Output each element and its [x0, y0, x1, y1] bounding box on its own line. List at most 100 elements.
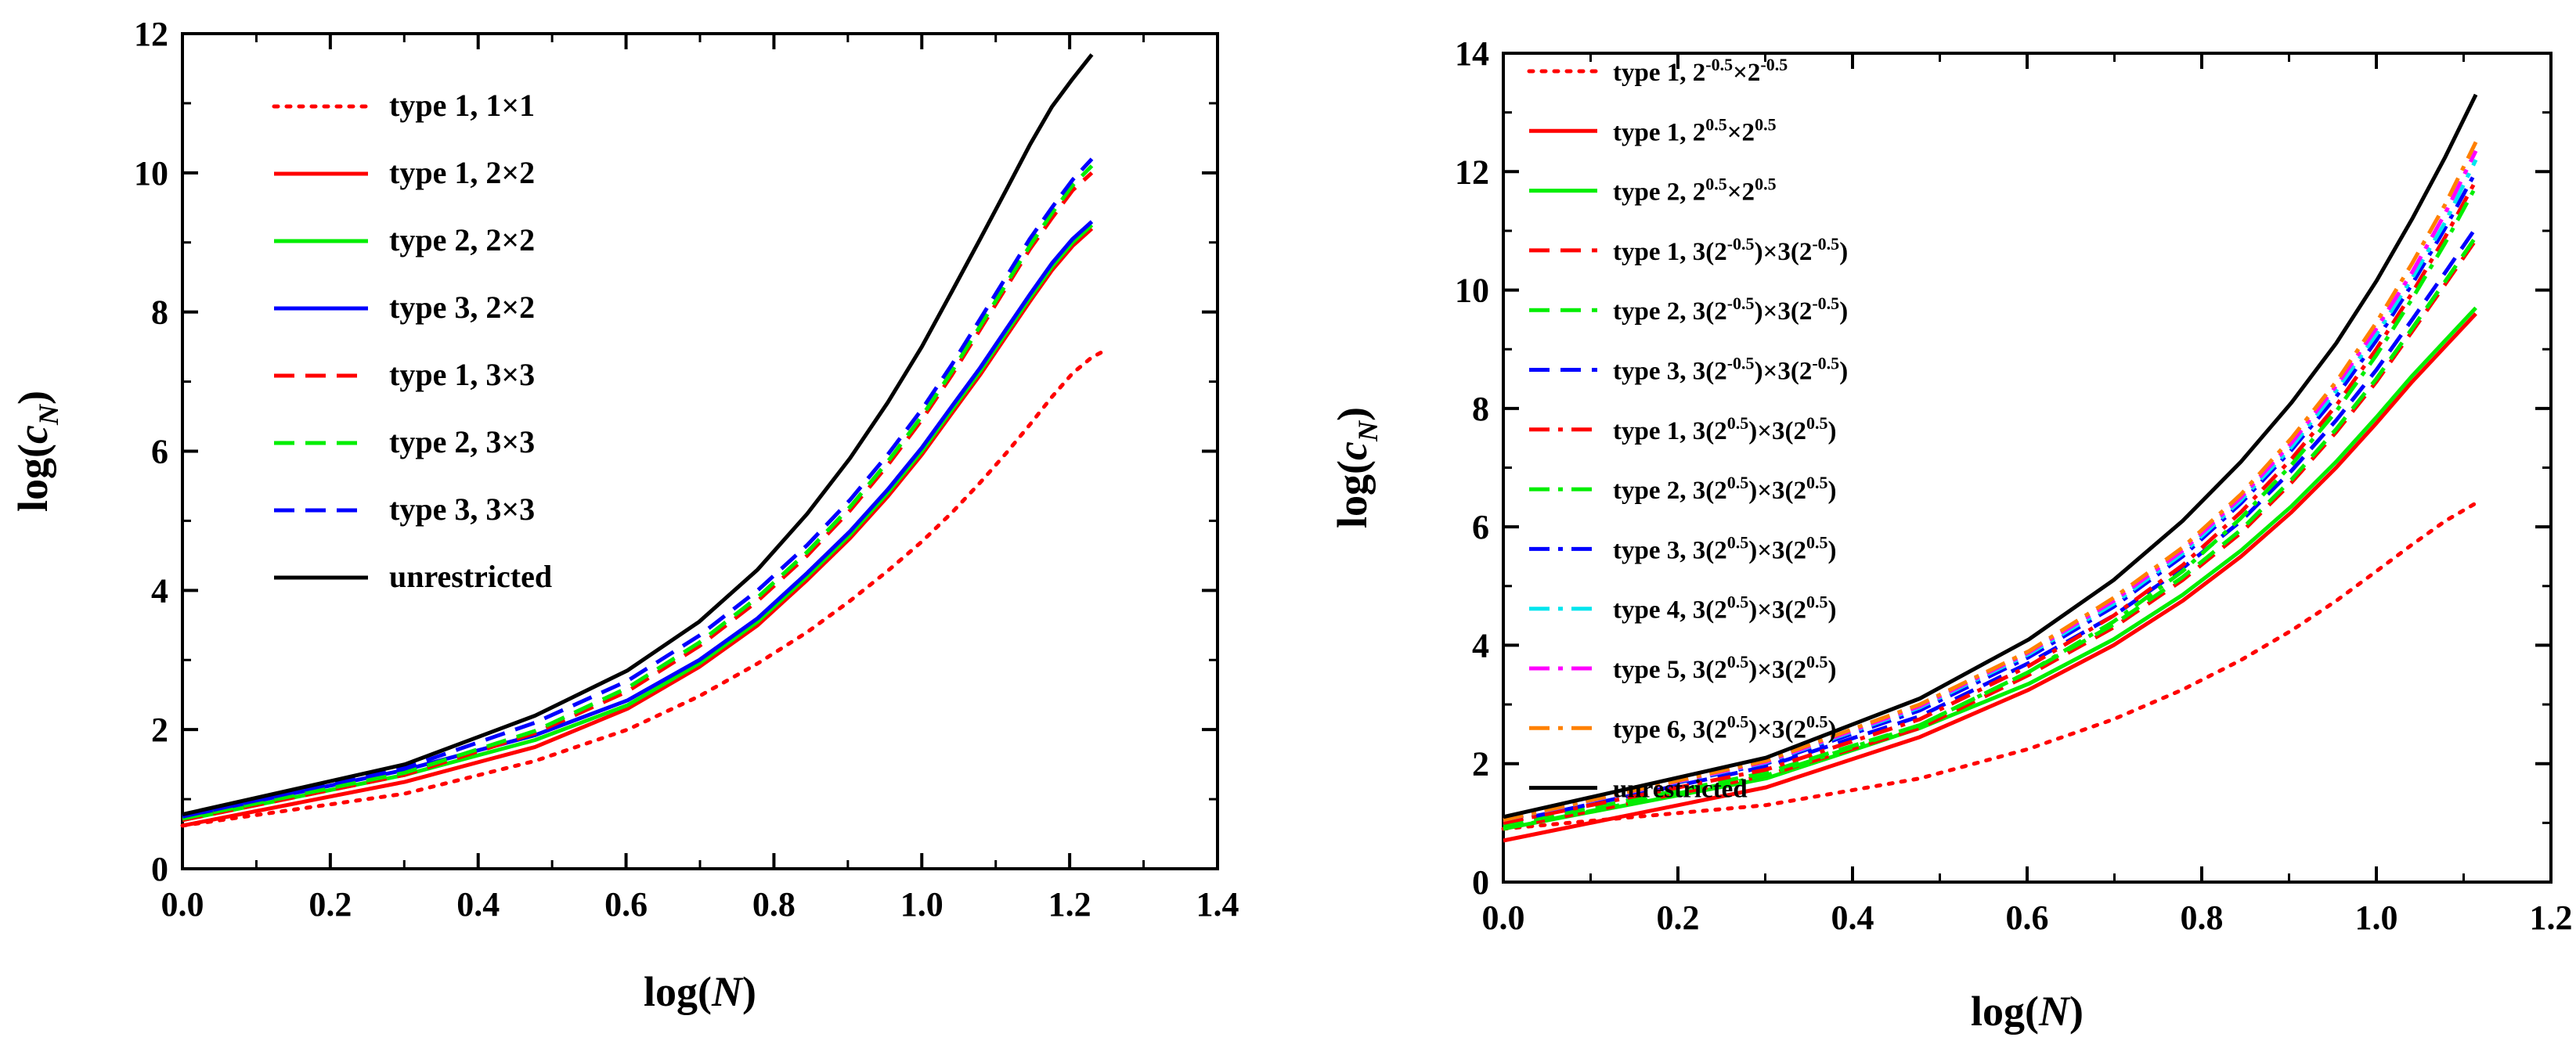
legend-label-text: ): [1839, 238, 1848, 266]
y-tick-label: 6: [151, 433, 168, 471]
legend-label-text: type 2, 3(2: [1613, 297, 1727, 326]
legend-label-superscript: 0.5: [1806, 532, 1828, 552]
legend-label-type-5-3-20-5-3-20-5: type 5, 3(20.5)×3(20.5): [1613, 652, 1837, 684]
x-tick-label: 0.6: [2006, 899, 2049, 937]
y-axis-title-part: ): [1329, 407, 1376, 421]
x-axis-title-part: ): [742, 968, 756, 1015]
legend-label-text: )×3(2: [1755, 297, 1813, 326]
series-line-type-1-2-2: [182, 227, 1094, 828]
legend-label-text: type 2, 3(2: [1613, 477, 1727, 505]
x-axis-title-var: N: [711, 968, 744, 1015]
y-tick-label: 6: [1472, 508, 1489, 546]
legend-label-superscript: 0.5: [1727, 592, 1749, 612]
x-tick-label: 1.2: [2530, 899, 2573, 937]
x-tick-label: 1.0: [2355, 899, 2398, 937]
x-tick-label: 0.8: [752, 885, 796, 924]
y-axis-title-part: log(: [1329, 460, 1376, 528]
legend-label-text: type 1, 2: [1613, 118, 1705, 146]
y-axis-title-part: log(: [9, 444, 56, 512]
legend-label-type-2-3-3: type 2, 3×3: [389, 424, 535, 459]
legend-label-superscript: 0.5: [1727, 473, 1749, 492]
x-tick-label: 0.4: [456, 885, 500, 924]
legend-label-text: type 1, 3(2: [1613, 417, 1727, 445]
series-line-type-1-1-1: [180, 350, 1104, 828]
y-axis-title-subscript: N: [1352, 420, 1384, 442]
y-axis-title-var: c: [9, 425, 56, 444]
left-chart-panel: 0.0 0.2 0.4 0.6 0.8 1.0 1.2 1.4024681012log(N)l…: [9, 15, 1239, 1015]
legend-label-type-1-3-3: type 1, 3×3: [389, 357, 535, 392]
legend-label-unrestricted: unrestricted: [389, 559, 552, 594]
y-tick-label: 10: [1455, 272, 1489, 310]
x-tick-label: 0.6: [604, 885, 648, 924]
legend-label-text: type 1, 2: [1613, 59, 1705, 87]
legend-label-superscript: -0.5: [1812, 354, 1839, 373]
y-tick-label: 2: [151, 711, 168, 749]
legend-label-text: ): [1839, 297, 1848, 326]
legend-label-type-6-3-20-5-3-20-5: type 6, 3(20.5)×3(20.5): [1613, 711, 1837, 744]
series-line-type-1-3-20-5-3-20-5: [1503, 179, 2478, 825]
legend-label-superscript: -0.5: [1727, 294, 1755, 313]
right-chart-panel: 0.0 0.2 0.4 0.6 0.8 1.0 1.202468101214log(N)lo…: [1329, 34, 2573, 1035]
legend-label-text: )×3(2: [1755, 238, 1813, 266]
legend-label-text: )×3(2: [1748, 477, 1806, 505]
plot-frame: [181, 32, 1219, 870]
legend-label-text: )×3(2: [1748, 417, 1806, 445]
legend-label-text: ×2: [1733, 59, 1760, 87]
legend-label-superscript: -0.5: [1727, 354, 1755, 373]
y-tick-label: 4: [151, 571, 168, 610]
legend-label-text: type 4, 3(2: [1613, 596, 1727, 625]
legend-label-text: ): [1828, 417, 1837, 445]
legend-label-superscript: 0.5: [1806, 711, 1828, 731]
legend-label-type-2-2-2: type 2, 2×2: [389, 222, 535, 257]
x-tick-label: 0.2: [308, 885, 352, 924]
y-tick-label: 10: [134, 154, 168, 193]
y-tick-label: 14: [1455, 34, 1489, 73]
series-line-unrestricted: [1503, 93, 2478, 819]
legend-label-type-2-3-2-0-5-3-2-0-5: type 2, 3(2-0.5)×3(2-0.5): [1613, 294, 1848, 326]
series-line-type-2-2-2: [182, 223, 1094, 823]
legend-label-superscript: -0.5: [1727, 234, 1755, 254]
series-line-type-1-3-3: [182, 171, 1094, 823]
legend-label-type-1-3-20-5-3-20-5: type 1, 3(20.5)×3(20.5): [1613, 413, 1837, 445]
y-tick-label: 8: [151, 294, 168, 332]
legend-label-text: type 2, 2: [1613, 178, 1705, 207]
x-tick-label: 0.0: [1482, 899, 1525, 937]
legend-label-text: ): [1828, 536, 1837, 564]
legend-label-text: )×3(2: [1748, 656, 1806, 684]
x-tick-label: 1.2: [1048, 885, 1091, 924]
legend-label-superscript: 0.5: [1806, 652, 1828, 672]
legend-label-text: unrestricted: [1613, 776, 1748, 804]
legend-label-text: ×2: [1727, 118, 1755, 146]
legend-label-text: type 3, 3(2: [1613, 358, 1727, 386]
legend-label-text: )×3(2: [1755, 358, 1813, 386]
legend-label-superscript: 0.5: [1755, 114, 1777, 134]
legend-label-superscript: 0.5: [1705, 114, 1727, 134]
legend-label-superscript: 0.5: [1727, 711, 1749, 731]
y-tick-label: 4: [1472, 626, 1489, 664]
legend-label-text: type 5, 3(2: [1613, 656, 1727, 684]
y-tick-label: 0: [1472, 863, 1489, 902]
legend-label-type-1-2-0-5-2-0-5: type 1, 2-0.5×2-0.5: [1613, 55, 1788, 87]
legend-label-type-1-1-1: type 1, 1×1: [389, 88, 535, 123]
legend-label-superscript: 0.5: [1727, 532, 1749, 552]
legend-label-type-1-2-2: type 1, 2×2: [389, 155, 535, 190]
x-tick-label: 0.8: [2181, 899, 2224, 937]
series-line-type-2-3-3: [182, 164, 1094, 821]
series-line-type-3-2-2: [182, 220, 1094, 819]
y-tick-label: 12: [134, 15, 168, 53]
series-line-type-1-20-5-20-5: [1503, 312, 2477, 843]
x-axis-title: log(N): [644, 968, 756, 1015]
series-line-unrestricted: [182, 53, 1094, 817]
legend-label-superscript: -0.5: [1705, 55, 1733, 74]
legend-label-text: type 6, 3(2: [1613, 715, 1727, 744]
legend-label-text: ×2: [1727, 178, 1755, 207]
legend-label-superscript: -0.5: [1812, 234, 1839, 254]
legend-label-text: )×3(2: [1748, 536, 1806, 564]
series-line-type-3-3-2-0-5-3-2-0-5: [1503, 226, 2478, 825]
legend-label-text: ): [1828, 477, 1837, 505]
y-tick-label: 8: [1472, 390, 1489, 428]
series-line-type-3-3-3: [182, 157, 1094, 819]
legend-label-text: ): [1839, 358, 1848, 386]
legend-label-unrestricted: unrestricted: [1613, 776, 1748, 804]
